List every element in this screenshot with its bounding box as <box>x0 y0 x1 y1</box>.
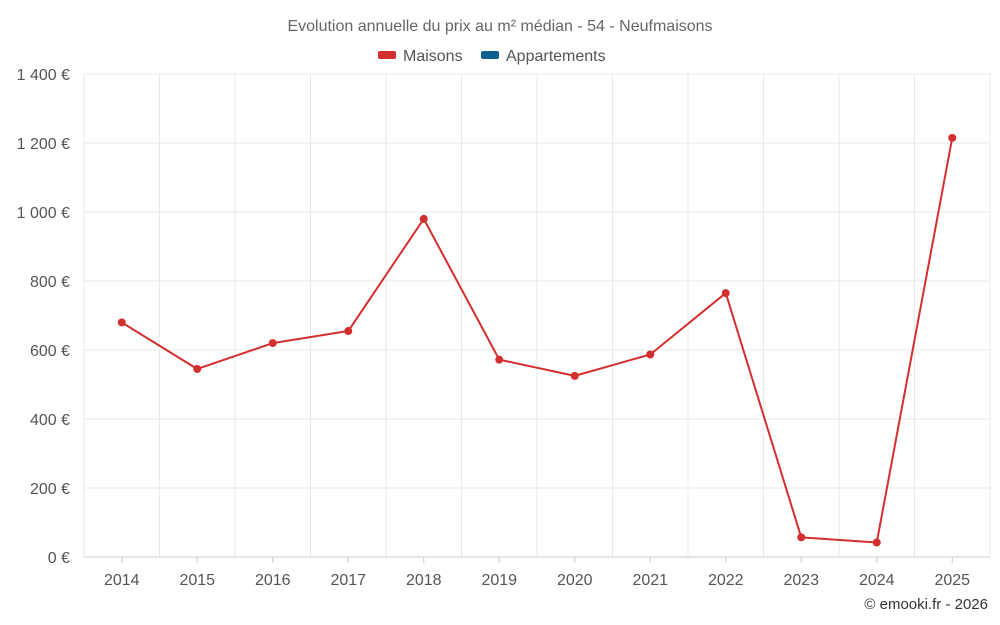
legend-item-maisons[interactable]: Maisons <box>378 48 463 65</box>
x-tick-label: 2025 <box>934 572 970 589</box>
y-tick-label: 200 € <box>30 481 70 498</box>
legend-swatch-maisons <box>378 51 396 59</box>
legend-item-appartements[interactable]: Appartements <box>481 48 606 65</box>
y-tick-label: 1 000 € <box>17 205 70 222</box>
x-tick-label: 2014 <box>104 572 140 589</box>
data-point-maisons-2020[interactable] <box>570 371 579 380</box>
y-tick-label: 800 € <box>30 274 70 291</box>
x-tick-label: 2024 <box>859 572 895 589</box>
x-tick-label: 2020 <box>557 572 593 589</box>
x-tick-label: 2021 <box>632 572 668 589</box>
x-tick-label: 2019 <box>481 572 517 589</box>
x-tick-label: 2017 <box>330 572 366 589</box>
data-point-maisons-2023[interactable] <box>797 533 806 542</box>
data-point-maisons-2024[interactable] <box>872 538 881 547</box>
credit-text: © emooki.fr - 2026 <box>864 596 988 613</box>
y-tick-label: 600 € <box>30 343 70 360</box>
x-tick-label: 2015 <box>179 572 215 589</box>
grid <box>83 73 991 557</box>
y-tick-label: 400 € <box>30 412 70 429</box>
series-line-maisons <box>121 137 954 544</box>
chart-title: Evolution annuelle du prix au m² médian … <box>287 18 712 35</box>
x-tick-label: 2018 <box>406 572 442 589</box>
y-tick-label: 1 400 € <box>17 67 70 84</box>
data-point-maisons-2014[interactable] <box>117 318 126 327</box>
legend-label-appartements: Appartements <box>506 48 606 65</box>
data-point-maisons-2017[interactable] <box>344 327 353 336</box>
legend-swatch-appartements <box>481 51 499 59</box>
y-tick-label: 1 200 € <box>17 136 70 153</box>
data-point-maisons-2019[interactable] <box>495 355 504 364</box>
data-point-maisons-2018[interactable] <box>419 214 428 223</box>
x-tick-label: 2023 <box>783 572 819 589</box>
data-point-maisons-2016[interactable] <box>268 339 277 348</box>
x-tick-label: 2016 <box>255 572 291 589</box>
series-maisons <box>117 133 957 547</box>
data-point-maisons-2025[interactable] <box>948 133 957 142</box>
legend: Maisons Appartements <box>378 48 606 65</box>
legend-label-maisons: Maisons <box>403 48 463 65</box>
y-tick-label: 0 € <box>48 550 70 567</box>
x-tick-label: 2022 <box>708 572 744 589</box>
data-point-maisons-2022[interactable] <box>721 289 730 298</box>
data-point-maisons-2021[interactable] <box>646 350 655 359</box>
y-axis: 0 € 200 € 400 € 600 € 800 € 1 000 € 1 200 € 1 4… <box>17 67 70 567</box>
x-axis: 2014 2015 2016 2017 2018 2019 2020 2021 2022 2023… <box>84 556 990 589</box>
data-point-maisons-2015[interactable] <box>193 364 202 373</box>
